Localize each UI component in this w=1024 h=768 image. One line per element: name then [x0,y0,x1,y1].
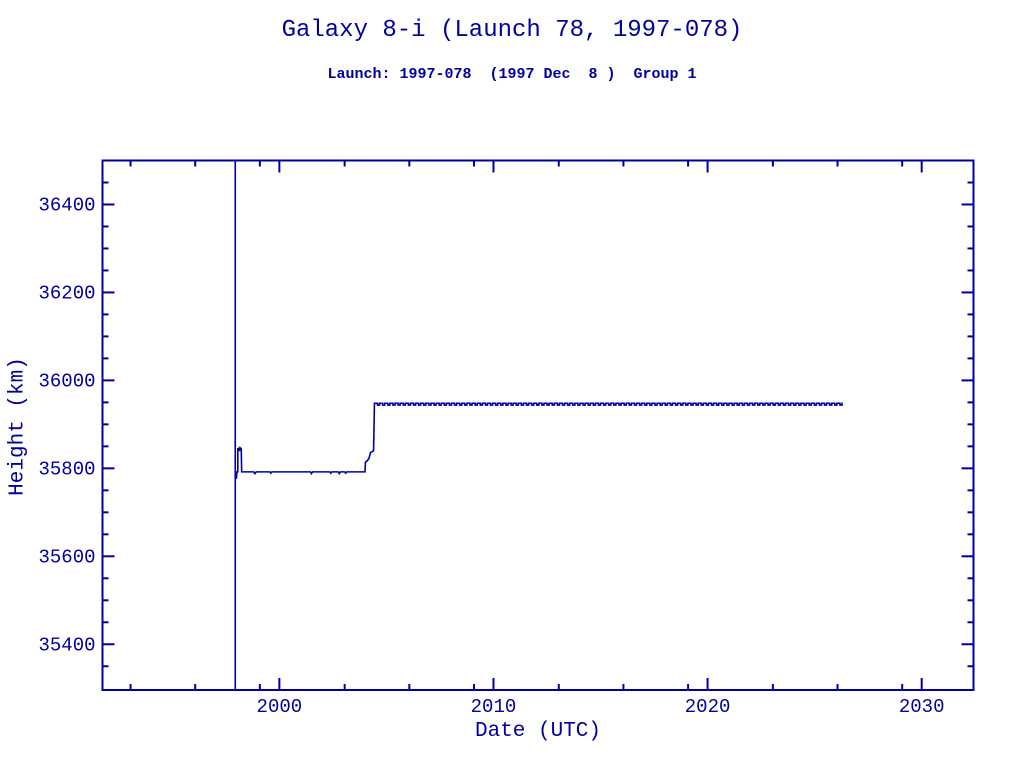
x-tick-label: 2020 [685,696,731,718]
y-axis-title: Height (km) [6,357,30,496]
y-tick-label: 36400 [38,194,95,216]
x-tick-label: 2000 [257,696,303,718]
plot-border [101,159,975,691]
x-tick-label: 2010 [471,696,517,718]
y-tick-label: 35600 [38,546,95,568]
x-axis-title: Date (UTC) [474,720,602,743]
chart-subtitle: Launch: 1997-078 (1997 Dec 8 ) Group 1 [327,66,697,83]
height_km-series-line [235,402,843,479]
x-tick-label: 2030 [899,696,945,718]
y-tick-label: 35400 [38,634,95,656]
y-tick-label: 36200 [38,282,95,304]
chart-title: Galaxy 8-i (Launch 78, 1997-078) [281,17,743,44]
y-tick-label: 36000 [38,370,95,392]
y-tick-label: 35800 [38,458,95,480]
